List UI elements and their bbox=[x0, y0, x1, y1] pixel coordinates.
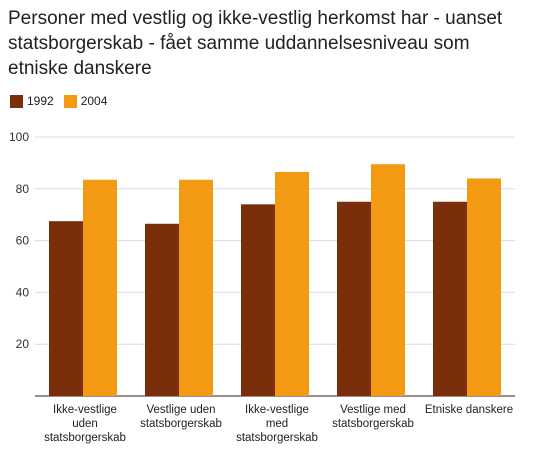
bar-1992-3 bbox=[241, 204, 275, 396]
legend: 1992 2004 bbox=[10, 94, 117, 108]
bar-1992-1 bbox=[49, 221, 83, 396]
y-tick-label-60: 60 bbox=[16, 234, 30, 248]
x-tick-label-1: Ikke-vestlige uden statsborgerskab bbox=[44, 404, 126, 444]
bar-1992-2 bbox=[145, 223, 179, 396]
x-tick-label-4: Vestlige med statsborgerskab bbox=[332, 404, 414, 430]
bar-2004-2 bbox=[179, 179, 213, 396]
legend-swatch-1992 bbox=[10, 94, 23, 108]
y-tick-label-40: 40 bbox=[16, 285, 30, 299]
bar-2004-4 bbox=[371, 164, 405, 396]
chart-title: Personer med vestlig og ikke-vestlig her… bbox=[8, 8, 503, 79]
bar-2004-5 bbox=[467, 178, 501, 396]
bar-1992-5 bbox=[433, 201, 467, 396]
legend-label-1992: 1992 bbox=[27, 94, 54, 108]
y-tick-label-20: 20 bbox=[16, 337, 30, 351]
legend-item-1992: 1992 bbox=[10, 94, 54, 108]
x-tick-label-3: Ikke-vestlige med statsborgerskab bbox=[236, 404, 318, 444]
legend-label-2004: 2004 bbox=[80, 94, 108, 108]
y-tick-label-80: 80 bbox=[16, 182, 30, 196]
x-tick-label-5: Etniske danskere bbox=[425, 404, 513, 416]
bar-1992-4 bbox=[337, 201, 371, 396]
bar-2004-3 bbox=[275, 171, 309, 396]
bar-2004-1 bbox=[83, 179, 117, 396]
legend-item-2004: 2004 bbox=[63, 94, 108, 108]
x-tick-label-2: Vestlige uden statsborgerskab bbox=[140, 404, 222, 430]
y-tick-label-100: 100 bbox=[9, 130, 29, 144]
legend-swatch-2004 bbox=[63, 94, 77, 108]
